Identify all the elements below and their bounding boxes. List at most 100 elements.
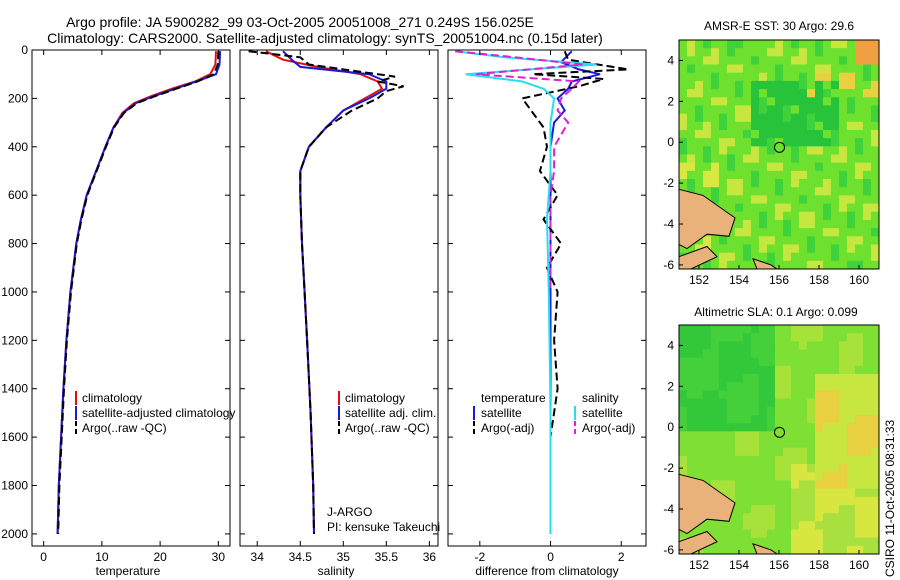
sst-map-cell xyxy=(727,146,736,155)
sst-map-cell xyxy=(687,89,696,98)
sst-map-cell xyxy=(783,236,792,245)
sla-map-cell xyxy=(847,431,856,440)
sla-map-cell xyxy=(847,398,856,408)
sla-map-cell xyxy=(759,333,768,342)
sla-map-cell xyxy=(815,390,824,400)
sla-map-cell xyxy=(831,398,840,408)
sst-map-cell xyxy=(799,154,808,164)
sst-map-cell xyxy=(783,64,792,74)
sst-map-cell xyxy=(807,203,816,213)
sst-map-cell xyxy=(783,203,792,213)
sst-map-cell xyxy=(863,170,872,180)
sst-map-cell xyxy=(847,154,856,164)
sla-map-cell xyxy=(847,406,856,416)
sla-map-cell xyxy=(735,521,744,530)
sla-map-cell xyxy=(679,365,688,375)
sst-map-cell xyxy=(719,129,728,139)
temperature-series-argo-raw-qc xyxy=(57,51,220,534)
sst-map-cell xyxy=(735,97,744,106)
sla-map-cell xyxy=(799,365,808,375)
sst-map-cell xyxy=(735,219,744,229)
sla-map-cell xyxy=(735,406,744,416)
sla-map-cell xyxy=(855,333,864,342)
sla-map-cell xyxy=(815,365,824,375)
sst-map-cell xyxy=(719,170,728,180)
sst-map-cell xyxy=(735,211,744,221)
sst-map-cell xyxy=(695,89,704,98)
sst-map-cell xyxy=(847,97,856,106)
sst-map-cell xyxy=(783,179,792,188)
sla-map-cell xyxy=(727,464,736,473)
sst-map-cell xyxy=(831,89,840,98)
sst-map-cell xyxy=(855,179,864,188)
sst-map-cell xyxy=(719,80,728,90)
sst-map-cell xyxy=(839,40,848,49)
sst-map-cell xyxy=(767,228,776,237)
sst-map-cell xyxy=(775,179,784,188)
sla-map-cell xyxy=(815,472,824,481)
sla-map-cell xyxy=(775,365,784,375)
sst-map-cell xyxy=(871,170,880,180)
sst-map-cell xyxy=(759,154,768,164)
sla-map-cell xyxy=(831,545,840,555)
sla-map-cell xyxy=(807,349,816,359)
sla-map-cell xyxy=(695,423,704,432)
sst-map-cell xyxy=(823,244,832,254)
sst-map-cell xyxy=(783,154,792,164)
difference-plot-frame xyxy=(447,49,647,547)
sst-map-cell xyxy=(863,244,872,254)
sla-map-cell xyxy=(711,521,720,530)
sst-map-image xyxy=(678,40,880,270)
sst-map-cell xyxy=(767,48,776,57)
sst-map-cell xyxy=(727,170,736,180)
sst-map-cell xyxy=(743,162,752,172)
sla-map-cell xyxy=(727,513,736,522)
sla-map-cell xyxy=(743,464,752,473)
sla-map-cell xyxy=(687,414,696,424)
sst-map-cell xyxy=(751,162,760,172)
sst-map-cell xyxy=(679,80,688,90)
sla-map-cell xyxy=(727,431,736,440)
sst-map-cell xyxy=(767,170,776,180)
sla-map-cell xyxy=(719,472,728,481)
sst-map-cell xyxy=(727,113,736,123)
sst-map-cell xyxy=(799,40,808,49)
sla-map-cell xyxy=(847,488,856,498)
sla-map-cell xyxy=(823,439,832,449)
depth-ytick-label: 600 xyxy=(8,188,28,202)
sst-map-cell xyxy=(759,162,768,172)
sla-map-cell xyxy=(775,398,784,408)
sst-map-cell xyxy=(823,228,832,237)
sst-map-cell xyxy=(847,146,856,155)
depth-ytick-label: 400 xyxy=(8,140,28,154)
sla-map-cell xyxy=(711,398,720,408)
sst-map-cell xyxy=(815,154,824,164)
sst-map-cell xyxy=(751,129,760,139)
sla-map-cell xyxy=(839,365,848,375)
sla-map-cell xyxy=(751,406,760,416)
sst-map-cell xyxy=(775,195,784,204)
sla-map-cell xyxy=(807,406,816,416)
sst-map-cell xyxy=(751,219,760,229)
depth-ytick-label: 800 xyxy=(8,237,28,251)
sst-map-cell xyxy=(855,211,864,221)
sst-map-cell xyxy=(751,179,760,188)
sla-map-cell xyxy=(679,464,688,473)
sst-map-cell xyxy=(831,195,840,204)
sla-map-cell xyxy=(759,341,768,350)
salinity-legend-satellite: satellite adj. clim. xyxy=(345,406,436,420)
sst-map-cell xyxy=(823,72,832,82)
sst-map-cell xyxy=(743,48,752,57)
sst-map-cell xyxy=(791,146,800,155)
sla-map-cell xyxy=(767,423,776,432)
sla-map-cell xyxy=(735,496,744,506)
sst-map-cell xyxy=(759,129,768,139)
sst-map-cell xyxy=(807,48,816,57)
sst-map-cell xyxy=(791,129,800,139)
sst-map-cell xyxy=(871,105,880,115)
sla-map-cell xyxy=(815,455,824,465)
sla-map-cell xyxy=(871,504,880,514)
sla-map-cell xyxy=(687,333,696,342)
sla-map-cell xyxy=(855,414,864,424)
temperature-xtick-label: 0 xyxy=(40,550,47,564)
